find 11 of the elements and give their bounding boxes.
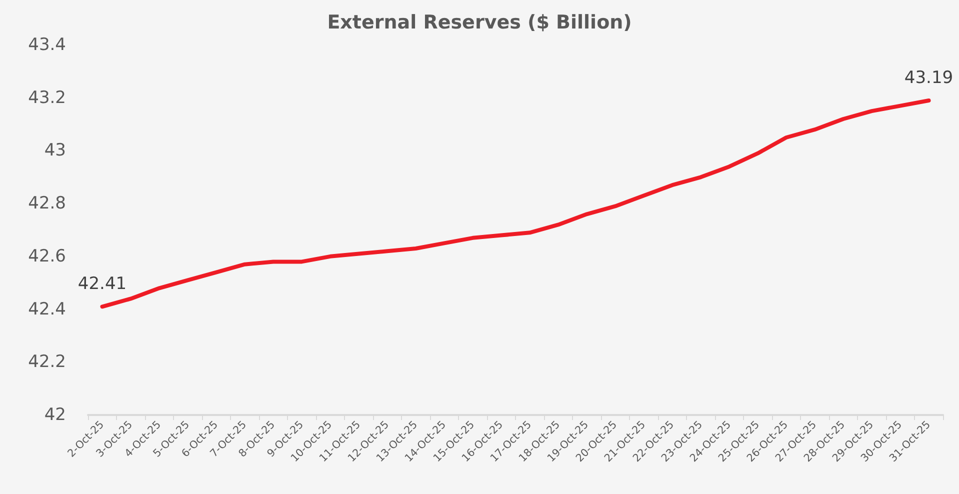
chart-title: External Reserves ($ Billion): [327, 12, 632, 34]
y-tick-label: 43: [44, 140, 66, 161]
y-tick-label: 42.4: [28, 299, 66, 320]
y-tick-label: 42.6: [28, 246, 66, 266]
y-tick-label: 42.2: [28, 352, 66, 372]
data-label: 42.41: [78, 274, 127, 294]
y-tick-label: 42.8: [28, 194, 66, 214]
y-tick-label: 42: [44, 405, 66, 425]
y-tick-label: 43.4: [28, 35, 66, 55]
data-label: 43.19: [904, 68, 954, 88]
y-tick-label: 43.2: [28, 88, 66, 108]
